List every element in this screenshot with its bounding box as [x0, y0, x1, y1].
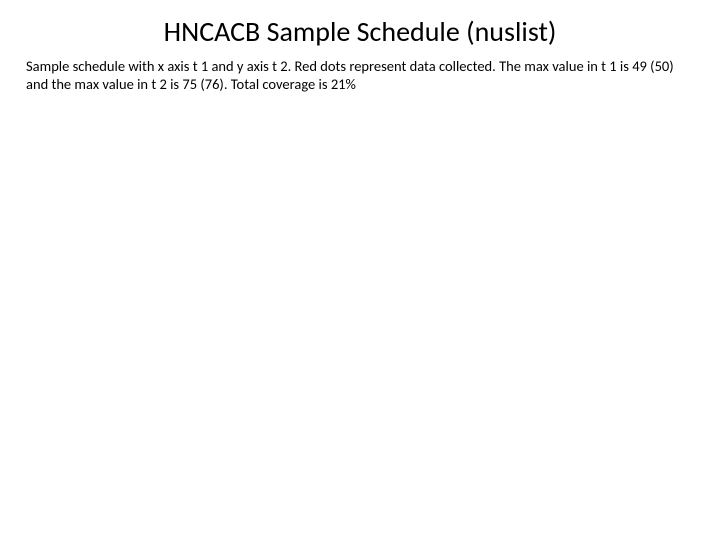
page-title: HNCACB Sample Schedule (nuslist) [0, 0, 720, 49]
page-description: Sample schedule with x axis t 1 and y ax… [0, 49, 720, 93]
